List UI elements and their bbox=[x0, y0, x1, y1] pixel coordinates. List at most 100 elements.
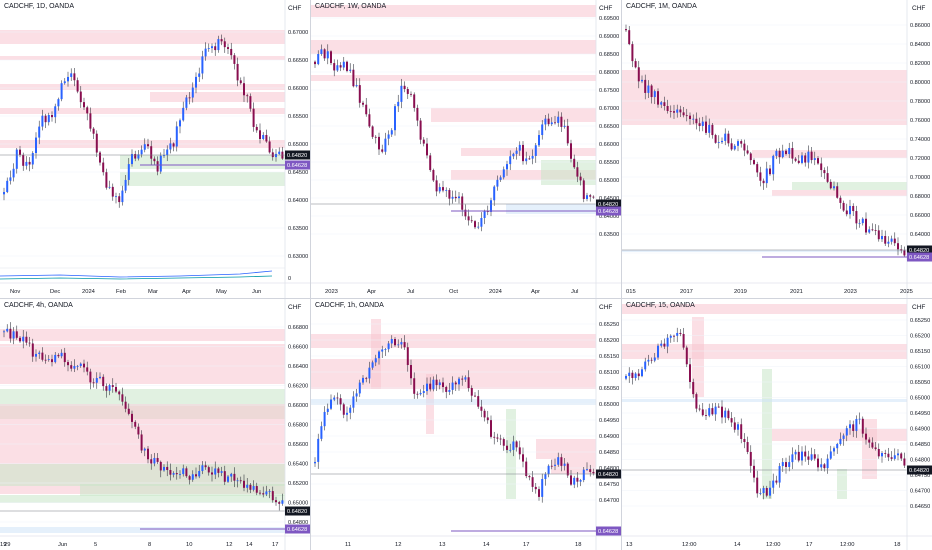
panel-divider[interactable] bbox=[310, 0, 311, 550]
currency-label: CHF bbox=[912, 5, 926, 12]
price-tick-label: 0.63500 bbox=[599, 232, 619, 238]
chart-panel-4h[interactable]: 0.66800 0.66600 0.66400 0.66200 0.66000 0.658… bbox=[0, 299, 310, 550]
price-tick-label: 0.64900 bbox=[910, 427, 930, 433]
price-tick-label: 0.84000 bbox=[910, 42, 930, 48]
candle-body bbox=[897, 453, 899, 456]
candle-body bbox=[490, 200, 492, 212]
candle-body bbox=[676, 109, 679, 113]
candle-body bbox=[753, 160, 755, 165]
price-tick-label: 0.70000 bbox=[910, 175, 930, 181]
candle-body bbox=[102, 376, 105, 387]
price-tick-label: 0.65250 bbox=[599, 322, 619, 328]
time-tick-label: 13 bbox=[626, 542, 632, 548]
candle-body bbox=[275, 500, 277, 503]
candle-body bbox=[127, 164, 130, 180]
candle-body bbox=[884, 235, 887, 244]
candle-body bbox=[147, 144, 149, 147]
price-tick-label: 0.78000 bbox=[910, 99, 930, 105]
time-tick-label: 2025 bbox=[900, 289, 913, 295]
price-axis[interactable] bbox=[285, 0, 310, 298]
candle-body bbox=[330, 399, 332, 409]
time-tick-label: 18 bbox=[575, 542, 581, 548]
candle-body bbox=[63, 81, 66, 84]
candle-body bbox=[660, 102, 663, 105]
candle-body bbox=[9, 177, 12, 181]
chart-panel-1m[interactable]: 0.86000 0.84000 0.82000 0.80000 0.78000 0.760… bbox=[622, 0, 932, 298]
candle-body bbox=[692, 118, 695, 120]
panel-divider[interactable] bbox=[621, 0, 622, 550]
chart-canvas[interactable]: 0.66800 0.66600 0.66400 0.66200 0.66000 0.658… bbox=[0, 299, 310, 550]
candle-body bbox=[163, 155, 165, 157]
candle-body bbox=[28, 161, 31, 165]
candle-body bbox=[865, 218, 867, 233]
price-tick-label: 0.66000 bbox=[910, 213, 930, 219]
candle-body bbox=[570, 143, 572, 159]
candle-body bbox=[502, 439, 505, 446]
zone-rect bbox=[0, 495, 285, 503]
candle-body bbox=[3, 191, 5, 195]
panel-divider[interactable] bbox=[0, 298, 932, 299]
candle-body bbox=[483, 410, 486, 418]
candle-body bbox=[362, 102, 364, 105]
candle-body bbox=[685, 347, 688, 365]
candle-body bbox=[778, 466, 781, 483]
candle-body bbox=[842, 202, 845, 211]
candle-body bbox=[833, 186, 835, 189]
candle-body bbox=[903, 250, 906, 256]
candle-body bbox=[791, 148, 794, 159]
candle-body bbox=[669, 110, 672, 112]
candle-body bbox=[817, 158, 819, 164]
chart-panel-1d[interactable]: 0.67000 0.66500 0.66000 0.65500 0.65000 0.645… bbox=[0, 0, 310, 298]
candle-body bbox=[326, 51, 329, 59]
candle-body bbox=[586, 469, 588, 470]
candle-body bbox=[99, 152, 101, 163]
candle-body bbox=[336, 65, 339, 71]
candle-body bbox=[541, 479, 544, 497]
candle-body bbox=[185, 97, 188, 108]
price-tick-label: 0.72000 bbox=[910, 156, 930, 162]
price-axis[interactable] bbox=[907, 299, 932, 550]
last-price-tag bbox=[596, 199, 621, 209]
candle-body bbox=[67, 76, 69, 82]
candle-body bbox=[711, 408, 714, 415]
price-tick-label: 0.64950 bbox=[910, 411, 930, 417]
chart-panel-15m[interactable]: 0.65250 0.65200 0.65150 0.65100 0.65050 0.650… bbox=[622, 299, 932, 550]
candle-body bbox=[579, 176, 582, 181]
zone-rect bbox=[622, 250, 907, 252]
chart-panel-1h[interactable]: 0.65250 0.65200 0.65150 0.65100 0.65050 0.650… bbox=[311, 299, 621, 550]
candle-body bbox=[355, 393, 358, 397]
price-axis[interactable] bbox=[596, 0, 621, 298]
chart-canvas[interactable]: 0.65250 0.65200 0.65150 0.65100 0.65050 0.650… bbox=[311, 299, 621, 550]
candle-body bbox=[12, 168, 15, 178]
candle-body bbox=[589, 469, 592, 472]
chart-canvas[interactable]: 0.86000 0.84000 0.82000 0.80000 0.78000 0.760… bbox=[622, 0, 932, 298]
chart-canvas[interactable]: 0.67000 0.66500 0.66000 0.65500 0.65000 0.645… bbox=[0, 0, 310, 298]
candle-body bbox=[525, 158, 528, 162]
candle-body bbox=[390, 130, 393, 135]
time-tick-label: 17 bbox=[806, 542, 812, 548]
chart-panel-1w[interactable]: 0.69500 0.69000 0.68500 0.68000 0.67500 0.670… bbox=[311, 0, 621, 298]
price-tick-label: 0.64800 bbox=[599, 466, 619, 472]
candle-body bbox=[781, 150, 784, 158]
zone-rect bbox=[311, 334, 596, 348]
candle-body bbox=[252, 486, 255, 490]
chart-canvas[interactable]: 0.65250 0.65200 0.65150 0.65100 0.65050 0.650… bbox=[622, 299, 932, 550]
candle-body bbox=[175, 473, 178, 475]
candle-body bbox=[625, 29, 627, 31]
candle-body bbox=[19, 149, 21, 155]
candle-body bbox=[12, 331, 15, 339]
candle-body bbox=[342, 404, 345, 415]
candle-body bbox=[105, 386, 108, 391]
time-tick-label: 2023 bbox=[844, 289, 857, 295]
candle-body bbox=[804, 155, 807, 163]
candle-body bbox=[131, 413, 133, 422]
price-tick-label: 0.74000 bbox=[910, 137, 930, 143]
candle-body bbox=[566, 463, 569, 476]
chart-canvas[interactable]: 0.69500 0.69000 0.68500 0.68000 0.67500 0.670… bbox=[311, 0, 621, 298]
candle-body bbox=[265, 134, 268, 142]
candle-body bbox=[111, 186, 114, 197]
candle-body bbox=[483, 210, 486, 219]
price-axis[interactable] bbox=[596, 299, 621, 550]
candle-body bbox=[512, 441, 515, 450]
candle-body bbox=[477, 226, 480, 228]
